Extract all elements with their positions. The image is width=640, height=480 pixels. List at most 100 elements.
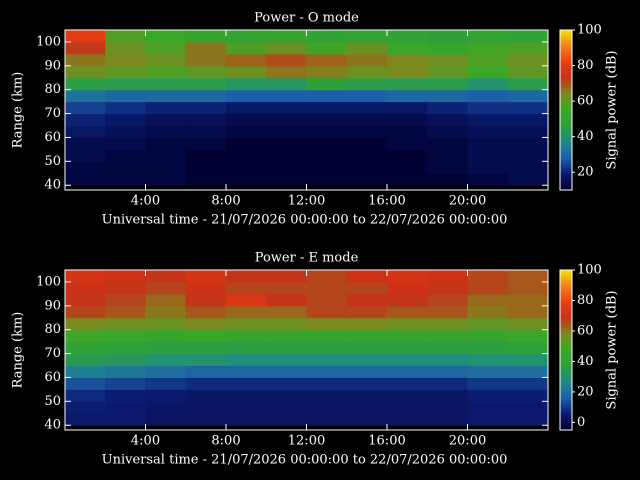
heatmap-cell	[387, 101, 428, 115]
heatmap-cell	[226, 353, 267, 367]
heatmap-cell	[306, 137, 348, 150]
heatmap-cell	[387, 41, 428, 55]
heatmap-cell	[105, 149, 146, 162]
heatmap-cell	[185, 125, 227, 138]
heatmap-cell	[507, 89, 549, 103]
heatmap-cell	[226, 77, 267, 91]
heatmap-cell	[507, 305, 549, 319]
x-tick-label: 12:00	[288, 194, 325, 209]
heatmap-cell	[427, 65, 468, 79]
heatmap-cell	[306, 329, 348, 343]
heatmap-cell	[467, 161, 509, 174]
y-tick-label: 40	[44, 178, 61, 193]
heatmap-cell	[65, 401, 106, 414]
heatmap-cell	[427, 137, 468, 150]
heatmap-cell	[226, 41, 267, 55]
colorbar-tick-label: 60	[577, 323, 594, 338]
heatmap-cell	[145, 30, 187, 43]
heatmap-cell	[65, 77, 106, 91]
heatmap-cell	[306, 125, 348, 138]
heatmap-cell	[467, 329, 509, 343]
x-tick-label: 20:00	[449, 434, 486, 449]
heatmap-cell	[427, 341, 468, 355]
heatmap-cell	[427, 101, 468, 115]
heatmap-cell	[507, 329, 549, 343]
heatmap-cell	[266, 365, 307, 378]
colorbar	[559, 29, 573, 191]
heatmap-cell	[306, 317, 348, 331]
heatmap-cell	[346, 317, 388, 331]
heatmap-cell	[346, 41, 388, 55]
heatmap-cell	[387, 125, 428, 138]
heatmap-cell	[145, 101, 187, 115]
x-tick-label: 12:00	[288, 434, 325, 449]
heatmap-cell	[105, 389, 146, 402]
heatmap-cell	[387, 77, 428, 91]
heatmap-cell	[467, 89, 509, 103]
y-tick-label: 80	[44, 82, 61, 97]
y-tick-label: 90	[44, 298, 61, 313]
heatmap-cell	[145, 77, 187, 91]
heatmap-cell	[306, 270, 348, 283]
heatmap-cell	[266, 113, 307, 127]
heatmap-cell	[185, 389, 227, 402]
heatmap-cell	[346, 149, 388, 162]
heatmap-cell	[145, 389, 187, 402]
heatmap-cell	[145, 65, 187, 79]
heatmap-cell	[467, 401, 509, 414]
heatmap-cell	[65, 137, 106, 150]
heatmap-cell	[467, 281, 509, 295]
heatmap-cell	[306, 149, 348, 162]
heatmap-cell	[266, 101, 307, 115]
heatmap-cell	[346, 293, 388, 307]
heatmap-cell	[427, 113, 468, 127]
heatmap-cell	[145, 329, 187, 343]
heatmap-cell	[266, 77, 307, 91]
heatmap-cell	[387, 413, 428, 426]
heatmap-cell	[387, 329, 428, 343]
colorbar-tick-label: 20	[577, 165, 594, 180]
x-tick-label: 20:00	[449, 194, 486, 209]
heatmap-cell	[226, 413, 267, 426]
heatmap-cell	[507, 53, 549, 67]
heatmap-cell	[427, 353, 468, 367]
heatmap-cell	[226, 125, 267, 138]
heatmap-cell	[185, 365, 227, 378]
heatmap-cell	[306, 101, 348, 115]
heatmap-cell	[105, 30, 146, 43]
heatmap-cell	[65, 353, 106, 367]
heatmap-cell	[65, 317, 106, 331]
heatmap-cell	[145, 149, 187, 162]
heatmap-cell	[427, 377, 468, 390]
heatmap-cell	[306, 41, 348, 55]
y-axis-label: Range (km)	[11, 72, 26, 149]
heatmap-cell	[467, 53, 509, 67]
y-tick-label: 40	[44, 418, 61, 433]
heatmap-cell	[226, 149, 267, 162]
heatmap-cell	[105, 125, 146, 138]
heatmap-cell	[507, 65, 549, 79]
heatmap-cell	[65, 101, 106, 115]
heatmap-cell	[507, 77, 549, 91]
heatmap-cell	[185, 30, 227, 43]
heatmap-cell	[266, 305, 307, 319]
y-tick-label: 60	[44, 130, 61, 145]
heatmap-cell	[507, 353, 549, 367]
heatmap-cell	[427, 53, 468, 67]
heatmap-cell	[387, 317, 428, 331]
heatmap-cell	[427, 365, 468, 378]
x-tick-label: 16:00	[368, 194, 405, 209]
heatmap-cell	[105, 305, 146, 319]
heatmap-cell	[387, 53, 428, 67]
heatmap-cell	[266, 329, 307, 343]
heatmap-cell	[105, 89, 146, 103]
heatmap-cell	[467, 30, 509, 43]
y-tick-label: 80	[44, 322, 61, 337]
heatmap-cell	[507, 401, 549, 414]
heatmap-cell	[467, 101, 509, 115]
colorbar-tick-label: 100	[577, 263, 602, 278]
heatmap-cell	[467, 353, 509, 367]
x-tick-label: 8:00	[211, 434, 240, 449]
heatmap-cell	[387, 113, 428, 127]
heatmap-cell	[346, 65, 388, 79]
